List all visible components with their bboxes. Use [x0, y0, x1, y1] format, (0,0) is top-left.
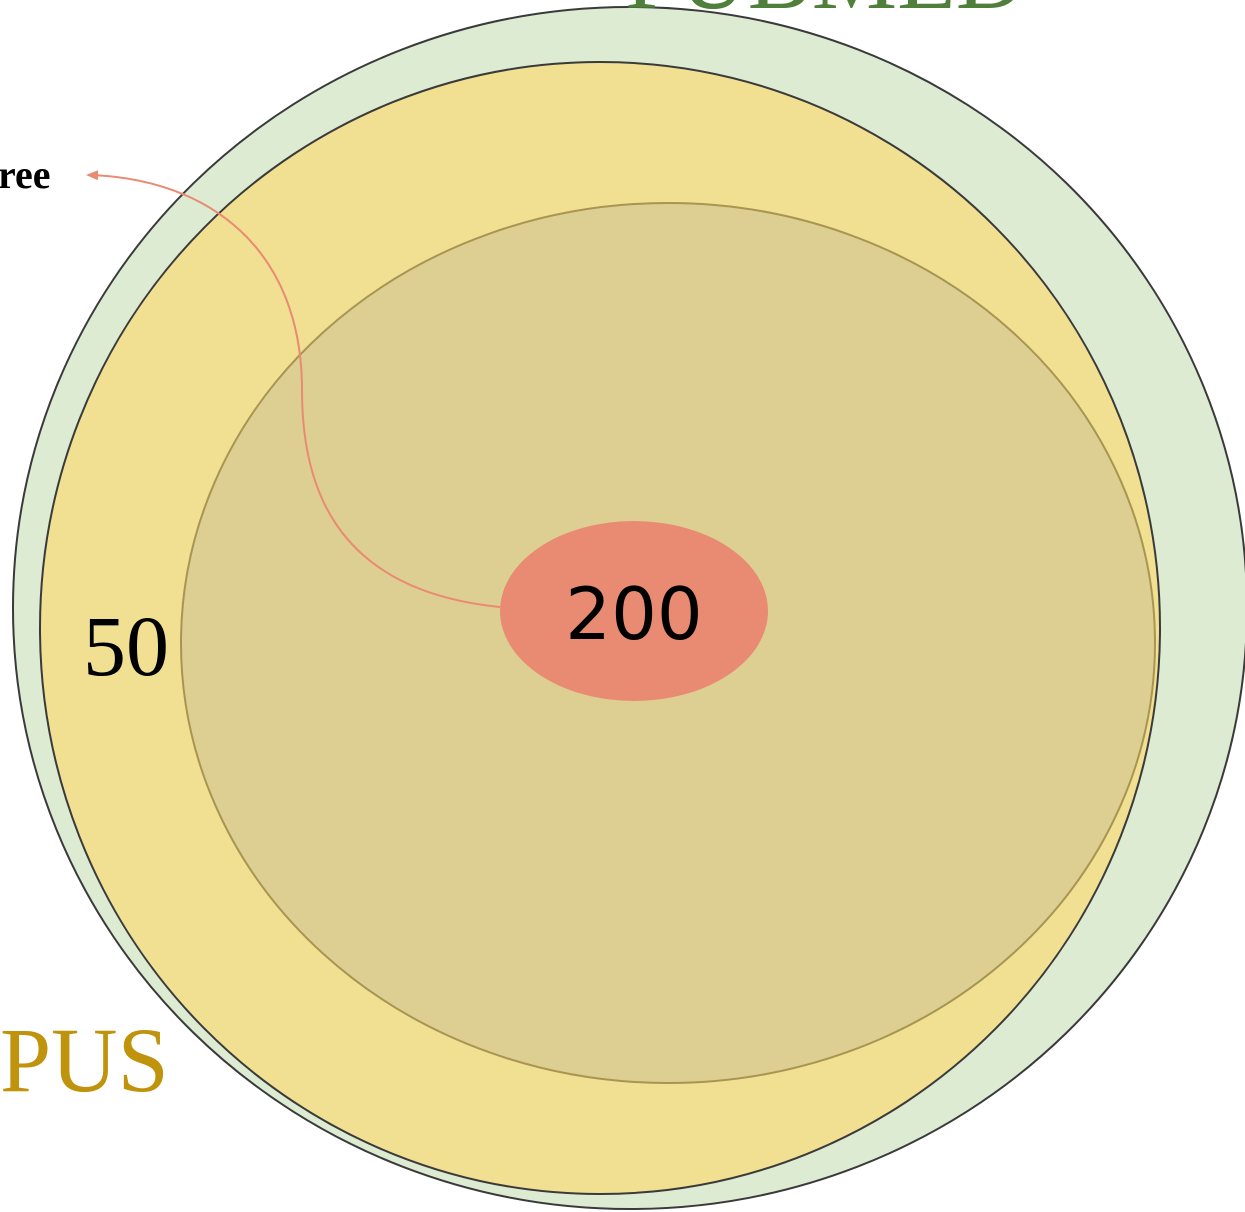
scopus-only-count: 50	[83, 598, 169, 694]
callout-arrow	[86, 170, 501, 608]
pubmed-label: PUBMED	[625, 0, 1025, 29]
callout-label: ree	[0, 152, 51, 197]
scopus-label: PUS	[0, 1009, 169, 1111]
intersection-count: 200	[565, 572, 702, 656]
core-ellipse	[500, 521, 768, 701]
